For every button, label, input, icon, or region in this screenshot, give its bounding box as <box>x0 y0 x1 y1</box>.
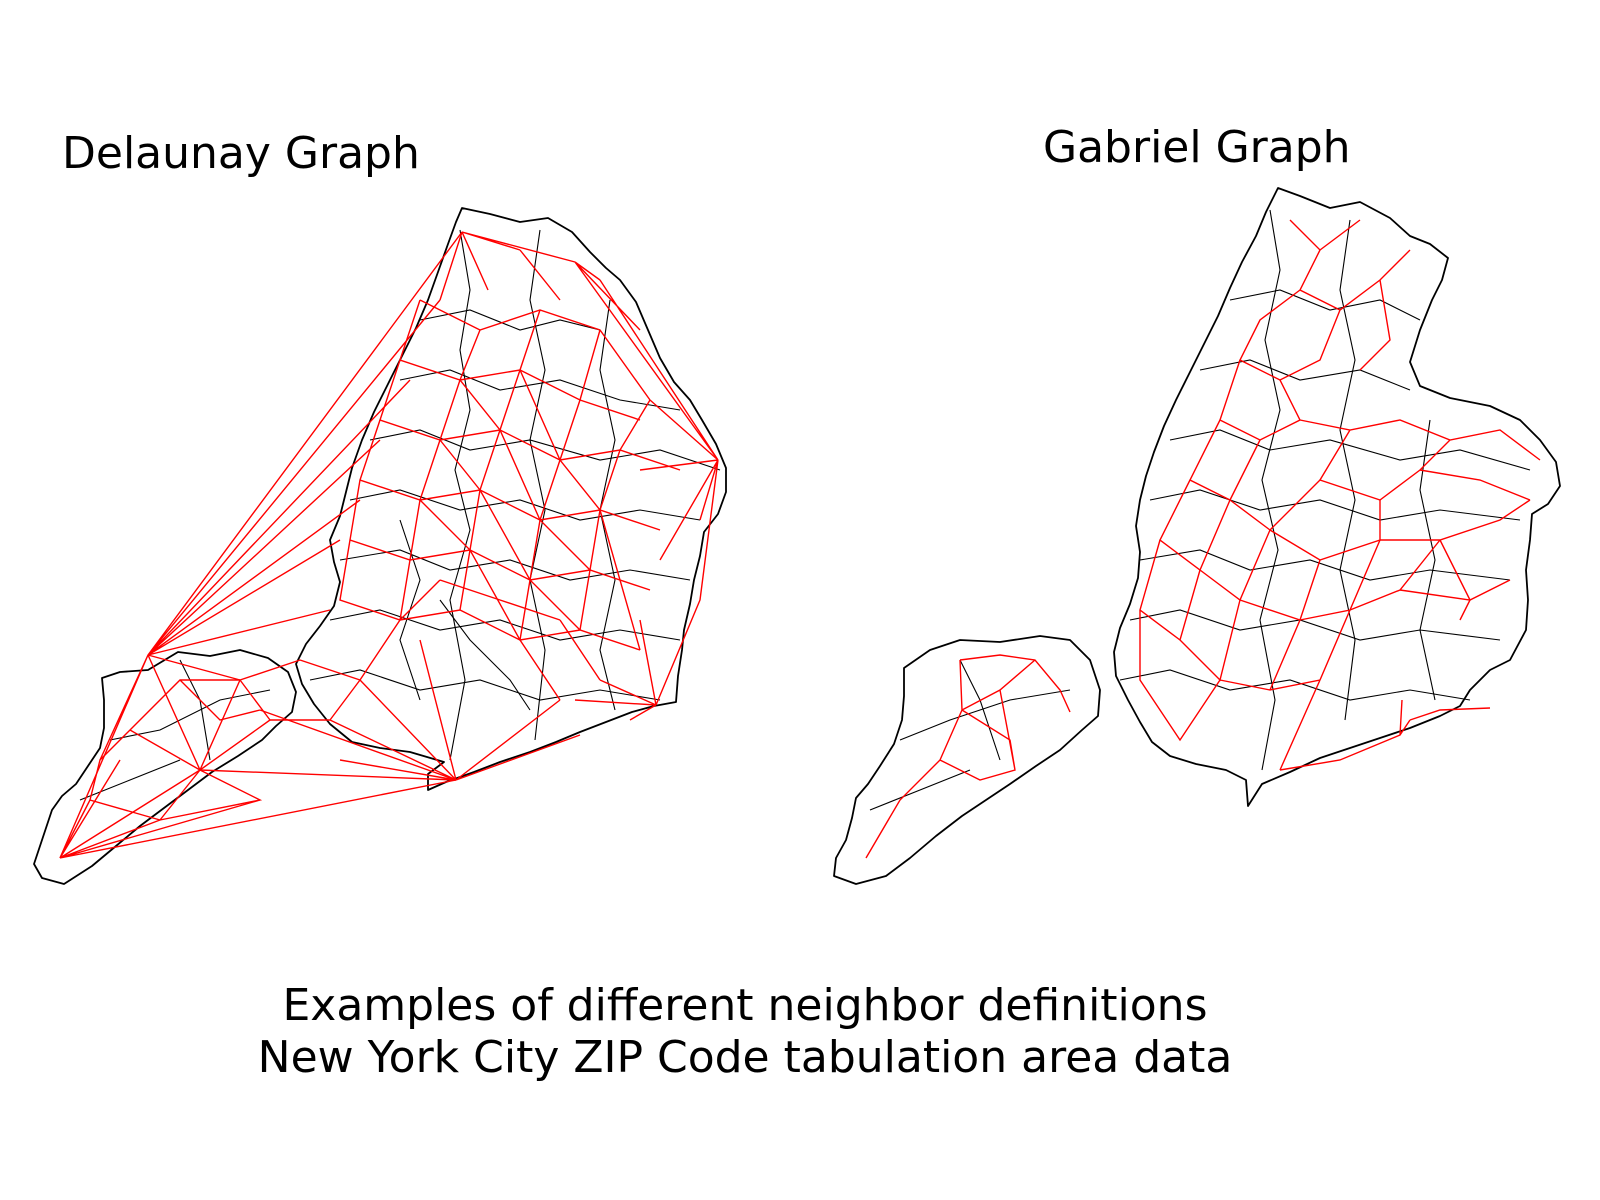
staten-island-outline-right <box>833 635 1101 885</box>
delaunay-edges <box>59 231 719 859</box>
caption-line-2: New York City ZIP Code tabulation area d… <box>257 1032 1233 1083</box>
gabriel-graph-title: Gabriel Graph <box>1043 122 1351 173</box>
delaunay-graph-map <box>33 207 727 885</box>
delaunay-graph-title: Delaunay Graph <box>62 128 420 179</box>
zcta-boundaries-right <box>869 209 1531 811</box>
mainland-outline <box>295 207 727 791</box>
caption-line-1: Examples of different neighbor definitio… <box>282 980 1208 1031</box>
gabriel-edges <box>865 219 1541 859</box>
mainland-outline-right <box>1113 187 1561 807</box>
staten-island-outline <box>33 649 297 885</box>
gabriel-graph-map <box>833 187 1561 885</box>
